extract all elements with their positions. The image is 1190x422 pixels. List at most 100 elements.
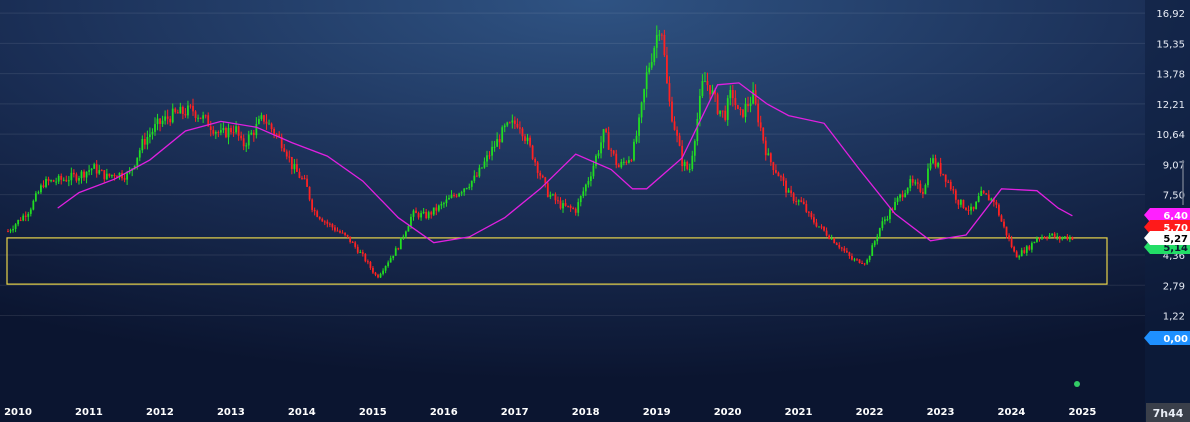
candle-body-down [625, 161, 628, 163]
candle-body-up [683, 161, 686, 167]
candle-body-up [133, 165, 136, 169]
candle-body-up [622, 161, 625, 163]
candle-body-up [899, 194, 901, 198]
candle-body-up [136, 157, 139, 166]
candle-body-down [673, 121, 676, 130]
candle-body-up [32, 200, 35, 210]
candle-body-down [240, 135, 243, 139]
candle-body-down [361, 252, 364, 254]
candle-body-up [579, 195, 582, 203]
candle-body-up [460, 192, 463, 194]
candle-body-up [410, 216, 412, 227]
candle-body-down [785, 180, 787, 193]
candle-body-up [481, 167, 483, 169]
candle-body-up [797, 200, 800, 202]
x-tick-label: 2013 [217, 407, 245, 418]
candle-body-down [848, 252, 851, 257]
candle-body-down [176, 112, 179, 114]
candle-body-down [1028, 246, 1031, 250]
candle-body-down [539, 172, 542, 176]
candle-body-down [992, 198, 995, 203]
candle-body-down [998, 204, 1000, 216]
candle-body-up [1041, 237, 1043, 239]
candle-body-up [161, 120, 164, 124]
candle-body-up [458, 193, 461, 197]
candle-body-down [306, 178, 308, 187]
candle-body-down [790, 190, 793, 194]
candle-body-down [709, 85, 711, 95]
x-tick-label: 2010 [4, 407, 32, 418]
candle-body-down [716, 94, 719, 114]
candle-body-down [273, 129, 276, 135]
candle-body-down [805, 203, 808, 212]
candle-body-up [696, 118, 699, 142]
candle-body-down [739, 108, 742, 110]
candle-body-down [265, 121, 268, 124]
candle-body-up [245, 145, 248, 147]
candle-body-down [610, 149, 613, 151]
candle-body-up [389, 258, 392, 263]
candle-body-down [985, 193, 988, 195]
candle-body-up [78, 178, 80, 181]
candle-body-down [417, 213, 420, 218]
candle-body-down [987, 194, 990, 201]
candle-body-up [878, 228, 881, 237]
candle-body-down [957, 199, 960, 205]
candle-body-up [227, 127, 230, 138]
candle-body-down [181, 106, 184, 114]
candle-body-down [296, 164, 298, 172]
candle-body-up [34, 193, 37, 201]
grid-lines [0, 12, 1145, 317]
candle-body-up [511, 120, 514, 123]
candle-body-down [280, 136, 283, 149]
candle-body-down [754, 90, 757, 104]
candle-body-up [635, 135, 638, 142]
candle-body-down [714, 90, 716, 95]
candle-body-up [980, 190, 983, 197]
candle-body-up [909, 179, 912, 188]
candle-body-down [815, 222, 818, 227]
candle-body-up [235, 126, 237, 133]
candle-body-down [1058, 236, 1061, 240]
candle-body-up [40, 185, 42, 193]
candle-body-down [541, 175, 544, 178]
candle-body-down [820, 226, 823, 228]
moving-average-line [57, 82, 1073, 244]
candle-body-up [1056, 236, 1059, 238]
candle-body-down [318, 216, 321, 219]
x-axis-ticks: 2010 2011 2012 2013 2014 2015 2016 2017 2018 2019… [4, 407, 1096, 418]
candle-body-down [212, 130, 215, 134]
candle-body-up [818, 226, 820, 228]
candle-body-up [648, 67, 651, 73]
candle-body-down [617, 164, 620, 168]
candle-body-up [293, 164, 296, 170]
candle-body-up [975, 201, 978, 210]
candle-body-up [359, 252, 362, 254]
candle-body-up [927, 168, 929, 186]
candle-body-down [290, 156, 293, 170]
candle-body-up [701, 80, 704, 96]
candle-body-down [498, 139, 501, 143]
candle-body-up [382, 270, 384, 274]
candle-body-down [747, 103, 749, 107]
candle-body-down [921, 191, 924, 194]
candle-body-down [863, 263, 866, 265]
x-tick-label: 2016 [430, 407, 458, 418]
candle-body-up [650, 62, 653, 68]
candle-body-up [151, 131, 154, 135]
candle-body-down [455, 195, 458, 197]
candle-body-down [544, 177, 547, 184]
candle-body-down [769, 153, 772, 163]
candle-body-down [42, 185, 45, 187]
candle-body-down [252, 132, 255, 136]
candle-body-down [508, 122, 511, 124]
candle-body-down [676, 129, 678, 136]
candle-body-down [207, 115, 210, 127]
candle-body-down [301, 177, 303, 179]
candle-body-up [883, 219, 886, 222]
candle-body-up [126, 172, 129, 180]
candle-body-down [328, 223, 331, 225]
candle-body-down [724, 110, 727, 120]
candle-body-down [531, 145, 534, 159]
